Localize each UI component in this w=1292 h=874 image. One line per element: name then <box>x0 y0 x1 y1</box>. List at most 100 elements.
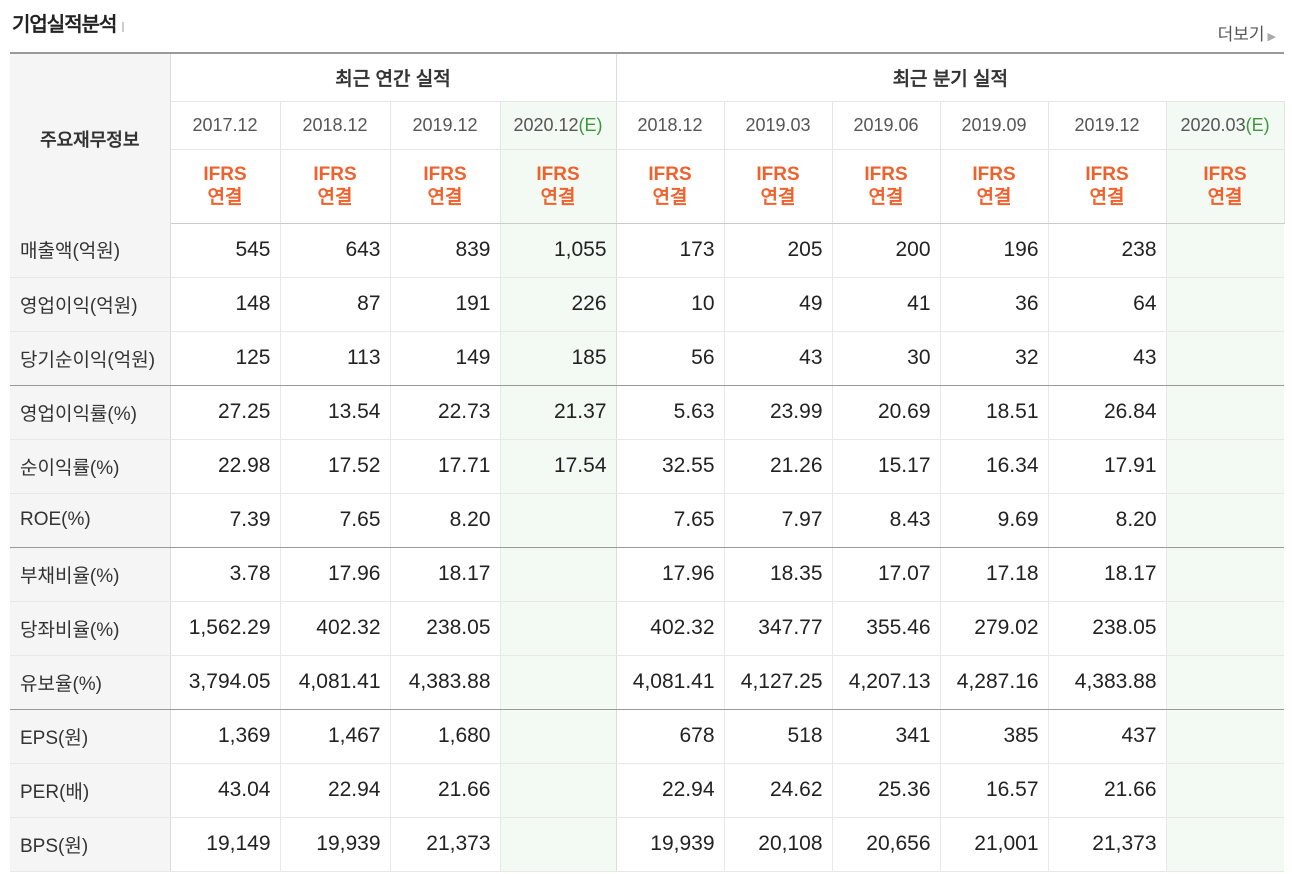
table-cell: 125 <box>170 331 281 386</box>
consolidated-label: 연결 <box>976 187 1012 208</box>
ifrs-badge: IFRS 연결 <box>500 149 617 224</box>
table-cell: 20.69 <box>832 385 941 440</box>
table-cell: 21.26 <box>724 439 833 494</box>
table-cell: 149 <box>390 331 501 386</box>
period-label: 2019.12 <box>1074 114 1140 135</box>
table-row: 매출액(억원) 545 643 839 1,055 173 205 200 196 238 <box>10 223 1285 278</box>
table-cell: 402.32 <box>280 601 391 656</box>
table-cell <box>1166 763 1285 818</box>
table-cell: 9.69 <box>940 493 1049 548</box>
table-cell <box>1166 385 1285 440</box>
table-cell: 16.34 <box>940 439 1049 494</box>
more-label: 더보기 <box>1217 25 1265 45</box>
table-cell: 64 <box>1048 277 1167 332</box>
table-cell: 15.17 <box>832 439 941 494</box>
table-cell: 7.65 <box>616 493 725 548</box>
table-cell: 18.17 <box>1048 547 1167 602</box>
table-cell <box>1166 223 1285 278</box>
consolidated-label: 연결 <box>1207 187 1243 208</box>
period-label: 2020.12 <box>513 114 579 135</box>
table-cell: 341 <box>832 709 941 764</box>
ifrs-label: IFRS <box>1085 164 1129 185</box>
ifrs-badge: IFRS 연결 <box>170 149 281 224</box>
consolidated-label: 연결 <box>760 187 796 208</box>
period-header: 2019.12 <box>390 101 501 150</box>
table-row: BPS(원) 19,149 19,939 21,373 19,939 20,108 20,6… <box>10 817 1285 872</box>
ifrs-label: IFRS <box>423 164 467 185</box>
period-label: 2019.09 <box>961 114 1027 135</box>
row-label: 매출액(억원) <box>10 223 171 278</box>
table-cell: 8.43 <box>832 493 941 548</box>
table-cell: 17.52 <box>280 439 391 494</box>
ifrs-badge: IFRS 연결 <box>1048 149 1167 224</box>
table-cell: 238.05 <box>390 601 501 656</box>
table-cell: 1,369 <box>170 709 281 764</box>
table-cell: 355.46 <box>832 601 941 656</box>
table-cell: 21.66 <box>390 763 501 818</box>
row-label: 영업이익률(%) <box>10 385 171 440</box>
table-cell: 8.20 <box>1048 493 1167 548</box>
table-cell: 3,794.05 <box>170 655 281 710</box>
table-cell: 347.77 <box>724 601 833 656</box>
row-label: PER(배) <box>10 763 171 818</box>
more-link[interactable]: 더보기 ▶ <box>1218 20 1276 45</box>
ifrs-badge: IFRS 연결 <box>390 149 501 224</box>
consolidated-label: 연결 <box>317 187 353 208</box>
row-label: 유보율(%) <box>10 655 171 710</box>
row-label: 당기순이익(억원) <box>10 331 171 386</box>
period-label: 2019.03 <box>745 114 811 135</box>
period-label: 2019.06 <box>853 114 919 135</box>
table-cell: 7.39 <box>170 493 281 548</box>
table-cell: 1,680 <box>390 709 501 764</box>
table-row: 영업이익률(%) 27.25 13.54 22.73 21.37 5.63 23.99 20.… <box>10 385 1285 440</box>
ifrs-label: IFRS <box>864 164 908 185</box>
table-cell: 4,383.88 <box>1048 655 1167 710</box>
ifrs-header-row: IFRS 연결 IFRS 연결 IFRS 연결 IFRS 연결 IFRS 연결 IFRS 연결 IFRS… <box>10 149 1285 224</box>
ifrs-badge: IFRS 연결 <box>832 149 941 224</box>
table-cell: 22.73 <box>390 385 501 440</box>
table-cell: 226 <box>500 277 617 332</box>
table-cell: 21,373 <box>1048 817 1167 872</box>
table-cell: 17.71 <box>390 439 501 494</box>
table-body: 매출액(억원) 545 643 839 1,055 173 205 200 196 238 영업이익… <box>10 223 1285 872</box>
chevron-right-icon: ▶ <box>1267 30 1276 43</box>
row-label: 부채비율(%) <box>10 547 171 602</box>
table-row: 당좌비율(%) 1,562.29 402.32 238.05 402.32 347.77 3… <box>10 601 1285 656</box>
table-cell: 87 <box>280 277 391 332</box>
table-row: EPS(원) 1,369 1,467 1,680 678 518 341 385 437 <box>10 709 1285 764</box>
table-cell: 21.37 <box>500 385 617 440</box>
table-cell: 22.94 <box>616 763 725 818</box>
table-row: ROE(%) 7.39 7.65 8.20 7.65 7.97 8.43 9.69 8.20 <box>10 493 1285 548</box>
consolidated-label: 연결 <box>1089 187 1125 208</box>
table-cell: 437 <box>1048 709 1167 764</box>
table-cell: 238.05 <box>1048 601 1167 656</box>
period-header: 2017.12 <box>170 101 281 150</box>
consolidated-label: 연결 <box>207 187 243 208</box>
table-row: 당기순이익(억원) 125 113 149 185 56 43 30 32 43 <box>10 331 1285 386</box>
title-divider <box>122 21 125 32</box>
period-header: 2018.12 <box>280 101 391 150</box>
table-cell: 17.07 <box>832 547 941 602</box>
table-cell: 7.97 <box>724 493 833 548</box>
period-header: 2019.06 <box>832 101 941 150</box>
table-cell: 173 <box>616 223 725 278</box>
table-cell: 279.02 <box>940 601 1049 656</box>
row-label: BPS(원) <box>10 817 171 872</box>
table-cell: 196 <box>940 223 1049 278</box>
table-cell: 191 <box>390 277 501 332</box>
section-header: 기업실적분석 <box>12 8 125 38</box>
ifrs-label: IFRS <box>536 164 580 185</box>
table-cell: 36 <box>940 277 1049 332</box>
table-cell: 20,656 <box>832 817 941 872</box>
table-cell: 19,939 <box>280 817 391 872</box>
table-cell: 21,373 <box>390 817 501 872</box>
table-cell: 7.65 <box>280 493 391 548</box>
table-cell: 148 <box>170 277 281 332</box>
table-cell <box>500 547 617 602</box>
table-cell: 113 <box>280 331 391 386</box>
table-cell: 32 <box>940 331 1049 386</box>
table-cell: 43 <box>1048 331 1167 386</box>
table-cell: 21,001 <box>940 817 1049 872</box>
period-header: 2019.09 <box>940 101 1049 150</box>
table-cell: 4,127.25 <box>724 655 833 710</box>
